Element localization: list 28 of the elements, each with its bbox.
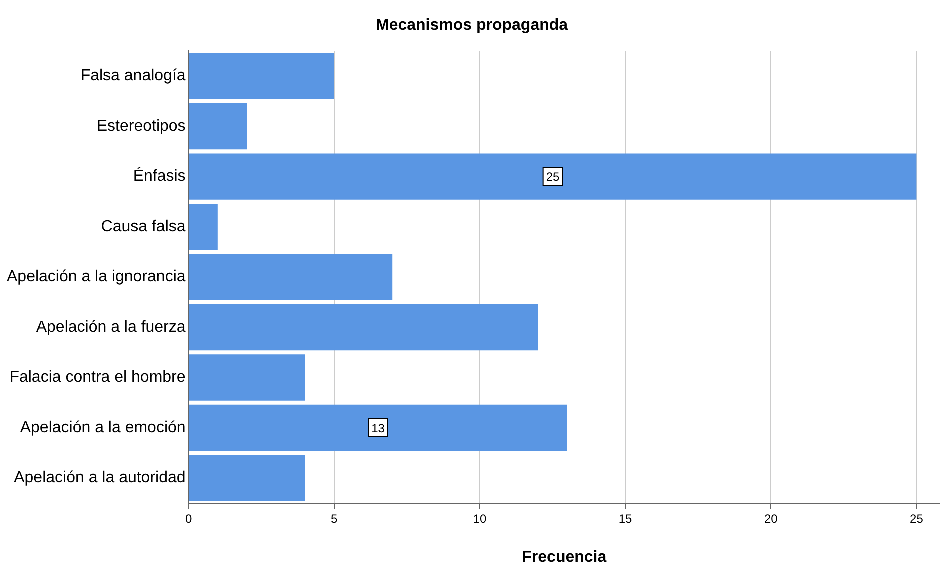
y-tick-label: Falsa analogía [80, 68, 186, 85]
bar [189, 204, 218, 250]
data-label: 13 [372, 421, 386, 436]
x-tick-label: 10 [473, 512, 487, 526]
bar [189, 53, 334, 100]
y-tick-label: Apelación a la fuerza [36, 318, 186, 336]
x-tick-label: 25 [910, 512, 924, 526]
y-tick-label: Apelación a la ignorancia [6, 268, 186, 286]
y-tick-label: Falacia contra el hombre [10, 369, 186, 386]
y-tick-label: Apelación a la emoción [20, 419, 186, 436]
x-tick-label: 20 [764, 512, 778, 526]
y-tick-label: Énfasis [133, 167, 186, 186]
bar [189, 254, 393, 300]
bar [189, 154, 917, 200]
y-tick-label: Causa falsa [101, 218, 186, 236]
bar [189, 404, 568, 452]
x-tick-label: 0 [185, 512, 192, 526]
bar [189, 304, 538, 351]
data-label: 25 [546, 170, 560, 184]
bar [189, 103, 248, 150]
x-tick-label: 5 [331, 512, 338, 526]
y-tick-label: Apelación a la autoridad [14, 470, 186, 487]
chart-title: Mecanismos propaganda [376, 17, 568, 34]
y-tick-label: Estereotipos [96, 118, 186, 135]
bar [189, 455, 306, 502]
x-axis-title: Frecuencia [522, 548, 607, 566]
bar [189, 354, 306, 401]
x-tick-label: 15 [618, 512, 633, 526]
